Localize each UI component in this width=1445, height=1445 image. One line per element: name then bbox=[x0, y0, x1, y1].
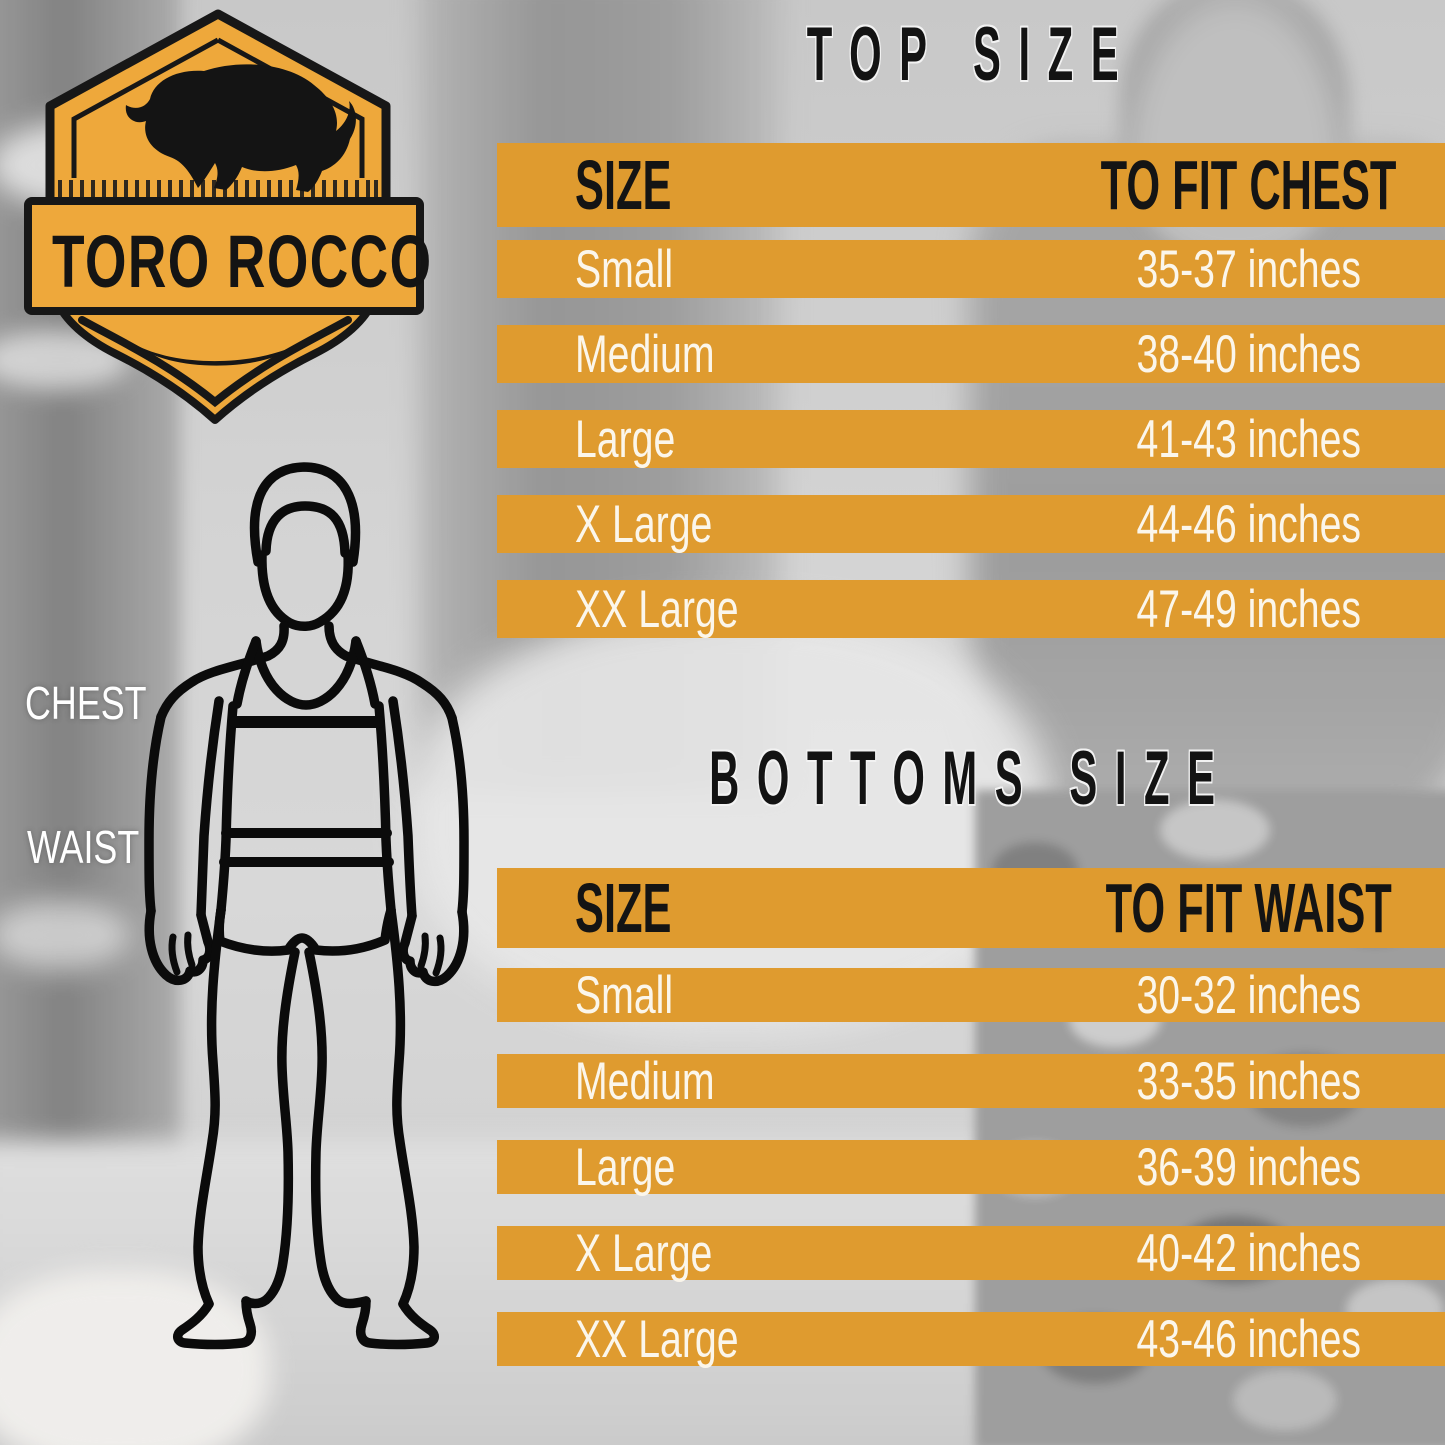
table-row: Large 36-39 inches bbox=[497, 1138, 1445, 1197]
size-label: Large bbox=[575, 409, 676, 469]
fit-value: 41-43 inches bbox=[1136, 409, 1362, 469]
size-column-header: SIZE bbox=[575, 146, 672, 224]
size-label: X Large bbox=[575, 1223, 713, 1283]
size-label: Small bbox=[575, 239, 674, 299]
bg-snow-patch bbox=[0, 1270, 270, 1445]
badge-shape bbox=[24, 9, 424, 424]
bottoms-size-table: SIZE TO FIT WAIST Small 30-32 inches Med… bbox=[497, 868, 1445, 1398]
fit-value: 38-40 inches bbox=[1136, 324, 1362, 384]
table-row: Large 41-43 inches bbox=[497, 409, 1445, 469]
size-label: Medium bbox=[575, 1051, 715, 1111]
bg-bench bbox=[410, 610, 1050, 1030]
top-size-heading: TOP SIZE bbox=[806, 11, 1136, 97]
table-row: XX Large 43-46 inches bbox=[497, 1310, 1445, 1369]
fit-column-header: TO FIT WAIST bbox=[1105, 869, 1393, 947]
fit-value: 35-37 inches bbox=[1136, 239, 1362, 299]
size-label: Large bbox=[575, 1137, 676, 1197]
male-outline-figure bbox=[144, 462, 469, 1350]
chest-label: CHEST bbox=[25, 677, 147, 729]
size-label: X Large bbox=[575, 494, 713, 554]
fit-value: 44-46 inches bbox=[1136, 494, 1362, 554]
fit-value: 40-42 inches bbox=[1136, 1223, 1362, 1283]
table-row: X Large 40-42 inches bbox=[497, 1224, 1445, 1283]
bg-snow-blob bbox=[0, 900, 130, 970]
bottoms-table-header: SIZE TO FIT WAIST bbox=[497, 868, 1445, 948]
table-row: Small 30-32 inches bbox=[497, 966, 1445, 1025]
table-row: X Large 44-46 inches bbox=[497, 494, 1445, 554]
table-row: Small 35-37 inches bbox=[497, 239, 1445, 299]
bull-icon bbox=[125, 64, 356, 192]
table-row: Medium 38-40 inches bbox=[497, 324, 1445, 384]
size-label: XX Large bbox=[575, 1309, 739, 1369]
brand-logo: TORO ROCCO bbox=[18, 6, 438, 446]
fit-value: 43-46 inches bbox=[1136, 1309, 1362, 1369]
bottoms-size-heading: BOTTOMS SIZE bbox=[709, 735, 1233, 821]
size-label: Medium bbox=[575, 324, 715, 384]
fit-value: 30-32 inches bbox=[1136, 965, 1362, 1025]
fit-value: 36-39 inches bbox=[1136, 1137, 1362, 1197]
table-row: Medium 33-35 inches bbox=[497, 1052, 1445, 1111]
table-row: XX Large 47-49 inches bbox=[497, 579, 1445, 639]
size-label: Small bbox=[575, 965, 674, 1025]
brand-name: TORO ROCCO bbox=[51, 219, 433, 303]
size-label: XX Large bbox=[575, 579, 739, 639]
fit-column-header: TO FIT CHEST bbox=[1101, 146, 1397, 224]
size-column-header: SIZE bbox=[575, 869, 672, 947]
fit-value: 47-49 inches bbox=[1136, 579, 1362, 639]
waist-label: WAIST bbox=[27, 821, 140, 873]
top-size-table: SIZE TO FIT CHEST Small 35-37 inches Med… bbox=[497, 143, 1445, 665]
fringe-hatching bbox=[58, 180, 378, 203]
top-table-header: SIZE TO FIT CHEST bbox=[497, 143, 1445, 227]
fit-value: 33-35 inches bbox=[1136, 1051, 1362, 1111]
